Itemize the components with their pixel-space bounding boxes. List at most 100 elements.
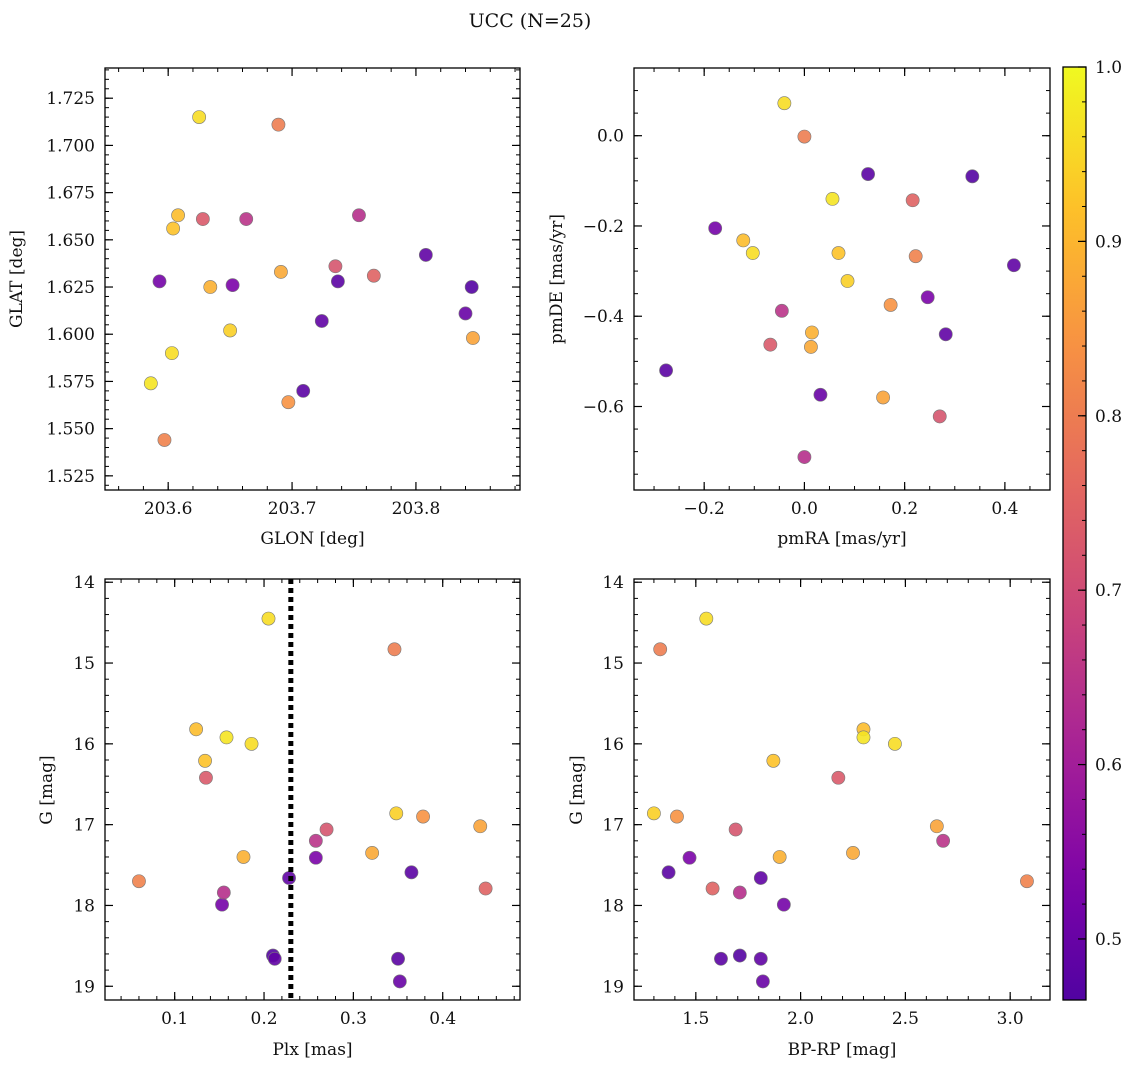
x-tick-label: 0.2 <box>251 1009 278 1029</box>
scatter-point <box>473 819 488 834</box>
scatter-point <box>846 846 860 860</box>
scatter-point <box>776 897 791 912</box>
scatter-points <box>132 611 493 989</box>
scatter-point <box>753 871 768 885</box>
scatter-point <box>777 96 792 111</box>
y-tick-label: 1.725 <box>46 89 95 109</box>
x-tick-label: 0.2 <box>891 499 918 519</box>
scatter-point <box>223 323 238 338</box>
scatter-point <box>143 376 158 391</box>
scatter-point <box>774 303 789 318</box>
scatter-point <box>192 110 207 124</box>
x-tick-label: 0.0 <box>791 499 818 519</box>
panels: 203.6 203.7 203.8 1.525 1.550 1.575 1.600 1.625… <box>7 67 1051 1060</box>
scatter-point <box>805 325 819 340</box>
panel-4: 1.5 2.0 2.5 3.0 14 15 16 17 18 19 BP-RP [mag] G [ma… <box>567 573 1051 1060</box>
y-axis-label: pmDE [mas/yr] <box>547 214 567 344</box>
scatter-point <box>416 809 430 824</box>
scatter-point <box>225 278 240 293</box>
scatter-point <box>763 337 778 352</box>
scatter-point <box>239 212 254 226</box>
minor-ticks <box>105 579 520 1000</box>
scatter-point <box>772 850 787 864</box>
scatter-point <box>876 390 890 405</box>
scatter-points <box>659 96 1021 464</box>
scatter-point <box>699 611 714 626</box>
scatter-point <box>366 268 381 283</box>
minor-ticks <box>105 68 520 490</box>
scatter-point <box>856 730 871 745</box>
axes-frame <box>633 578 1051 1001</box>
scatter-point <box>365 846 380 860</box>
scatter-point <box>831 770 846 785</box>
axes-frame <box>633 67 1051 491</box>
scatter-point <box>797 450 812 464</box>
scatter-point <box>932 409 947 424</box>
scatter-point <box>219 730 234 745</box>
scatter-point <box>682 850 697 865</box>
scatter-point <box>308 850 323 865</box>
scatter-point <box>804 340 818 354</box>
y-tick-label: 1.700 <box>46 136 95 156</box>
scatter-point <box>267 951 282 966</box>
x-tick-label: 2.0 <box>787 1009 814 1029</box>
y-tick-label: 16 <box>602 735 624 755</box>
panel-3: 0.1 0.2 0.3 0.4 14 15 16 17 18 19 Plx [mas] G [mag] <box>37 573 521 1060</box>
major-ticks <box>105 68 520 490</box>
x-tick-label: 0.1 <box>161 1009 188 1029</box>
scatter-point <box>387 642 402 657</box>
scatter-point <box>728 822 743 837</box>
scatter-point <box>392 974 407 989</box>
x-tick-label: 0.3 <box>340 1009 367 1029</box>
y-tick-label: 1.575 <box>46 372 95 392</box>
scatter-point <box>714 951 728 966</box>
y-tick-label: 16 <box>73 735 95 755</box>
scatter-point <box>308 833 323 848</box>
scatter-point <box>661 865 676 880</box>
y-tick-label: 17 <box>73 816 95 836</box>
y-axis-label: G [mag] <box>37 755 57 824</box>
scatter-point <box>189 722 204 737</box>
scatter-point <box>908 249 923 264</box>
scatter-point <box>705 881 720 896</box>
scatter-point <box>766 753 781 768</box>
major-ticks <box>105 579 520 1000</box>
x-axis-label: BP-RP [mag] <box>788 1040 897 1060</box>
scatter-point <box>732 948 747 963</box>
scatter-point <box>195 212 210 226</box>
axes-frame <box>104 67 521 491</box>
y-tick-label: 1.625 <box>46 278 95 298</box>
scatter-point <box>478 881 493 896</box>
scatter-point <box>328 259 343 274</box>
scatter-points <box>647 611 1034 989</box>
x-tick-label: 0.4 <box>991 499 1018 519</box>
axes-frame <box>104 578 521 1001</box>
scatter-point <box>244 736 259 751</box>
scatter-point <box>215 897 229 912</box>
scatter-point <box>753 951 768 966</box>
scatter-point <box>647 806 661 821</box>
scatter-point <box>203 280 218 294</box>
y-tick-label: −0.4 <box>583 307 624 327</box>
y-tick-label: 1.600 <box>46 325 95 345</box>
y-tick-label: 17 <box>602 816 624 836</box>
scatter-point <box>314 314 329 328</box>
scatter-point <box>157 433 172 447</box>
colorbar: 0.5 0.6 0.7 0.8 0.9 1.0 <box>1062 58 1122 1001</box>
scatter-point <box>755 974 770 989</box>
x-axis-label: Plx [mas] <box>272 1040 352 1060</box>
figure-title: UCC (N=25) <box>469 10 592 32</box>
y-tick-label: 1.525 <box>46 467 95 487</box>
scatter-point <box>840 274 855 288</box>
x-tick-label: 203.8 <box>392 499 441 519</box>
scatter-point <box>670 809 684 824</box>
x-axis-label: GLON [deg] <box>260 529 364 549</box>
scatter-point <box>813 387 828 402</box>
x-tick-label: 3.0 <box>997 1009 1024 1029</box>
colorbar-tick-label: 0.9 <box>1095 232 1122 252</box>
scatter-point <box>352 208 366 223</box>
scatter-point <box>330 274 345 289</box>
y-tick-label: 19 <box>73 977 95 997</box>
y-axis-label: G [mag] <box>567 755 587 824</box>
scatter-point <box>888 736 902 751</box>
